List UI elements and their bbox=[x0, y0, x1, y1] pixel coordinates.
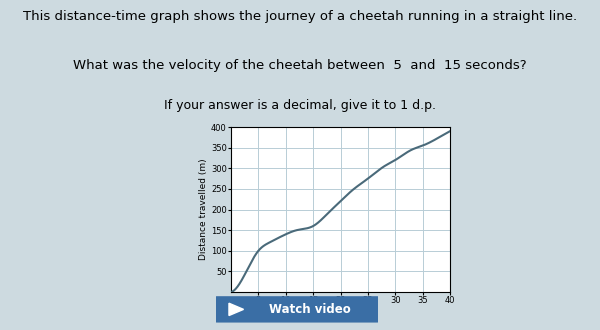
Text: Watch video: Watch video bbox=[269, 303, 351, 316]
FancyBboxPatch shape bbox=[214, 296, 380, 322]
Y-axis label: Distance travelled (m): Distance travelled (m) bbox=[199, 159, 208, 260]
Polygon shape bbox=[229, 303, 244, 315]
Text: What was the velocity of the cheetah between  5  and  15 seconds?: What was the velocity of the cheetah bet… bbox=[73, 59, 527, 72]
Text: This distance-time graph shows the journey of a cheetah running in a straight li: This distance-time graph shows the journ… bbox=[23, 10, 577, 23]
Text: If your answer is a decimal, give it to 1 d.p.: If your answer is a decimal, give it to … bbox=[164, 99, 436, 112]
X-axis label: Time (s): Time (s) bbox=[320, 308, 361, 318]
Bar bbox=[205, 111, 476, 317]
Text: What was the velocity of the cheetah between  5  and  15 seconds?: What was the velocity of the cheetah bet… bbox=[73, 59, 527, 72]
